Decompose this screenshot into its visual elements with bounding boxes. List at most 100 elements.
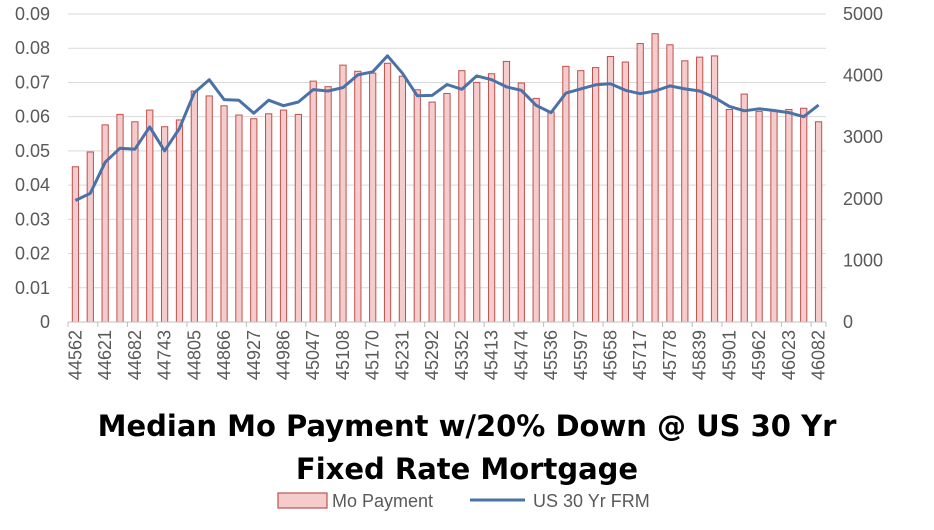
left-tick-label: 0.02 xyxy=(15,244,50,264)
chart-title-line-2: Fixed Rate Mortgage xyxy=(296,452,638,486)
x-tick-label: 45597 xyxy=(571,330,591,380)
legend-label-mo-payment: Mo Payment xyxy=(332,491,433,511)
x-tick-label: 45962 xyxy=(749,330,769,380)
x-tick-label: 44562 xyxy=(65,330,85,380)
legend-swatch-mo-payment xyxy=(277,492,328,509)
x-tick-label: 45717 xyxy=(630,330,650,380)
bar-mo-payment xyxy=(487,73,496,323)
x-tick-label: 45413 xyxy=(482,330,502,380)
bar-mo-payment xyxy=(279,109,288,323)
legend-label-frm: US 30 Yr FRM xyxy=(533,491,650,511)
bar-mo-payment xyxy=(250,118,258,323)
bar-mo-payment xyxy=(800,107,808,323)
left-tick-label: 0 xyxy=(40,312,50,332)
bar-mo-payment xyxy=(681,60,689,323)
x-tick-label: 45839 xyxy=(690,330,710,380)
bar-mo-payment xyxy=(265,113,273,323)
bar-mo-payment xyxy=(443,92,451,323)
left-tick-label: 0.05 xyxy=(15,141,50,161)
bar-mo-payment xyxy=(146,109,154,323)
bar-mo-payment xyxy=(205,95,213,323)
left-tick-label: 0.09 xyxy=(15,4,50,24)
legend: Mo Payment US 30 Yr FRM xyxy=(277,491,650,511)
bar-mo-payment xyxy=(354,70,362,323)
right-tick-label: 3000 xyxy=(843,127,883,147)
x-tick-label: 44927 xyxy=(244,330,264,380)
x-tick-label: 45474 xyxy=(511,330,531,380)
x-tick-label: 44866 xyxy=(214,330,234,380)
chart-title-line-1: Median Mo Payment w/20% Down @ US 30 Yr xyxy=(98,409,837,443)
left-tick-label: 0.07 xyxy=(15,72,50,92)
x-tick-label: 45292 xyxy=(422,330,442,380)
bar-mo-payment xyxy=(175,119,184,323)
left-tick-label: 0.03 xyxy=(15,209,50,229)
left-tick-label: 0.01 xyxy=(15,278,50,298)
x-tick-label: 45108 xyxy=(333,330,353,380)
bar-mo-payment xyxy=(235,114,243,323)
x-tick-label: 45047 xyxy=(303,330,323,380)
x-tick-label: 44621 xyxy=(95,330,115,380)
x-tick-label: 45231 xyxy=(392,330,412,380)
right-tick-label: 4000 xyxy=(843,66,883,86)
bar-mo-payment xyxy=(339,64,347,323)
x-tick-label: 45901 xyxy=(719,330,739,380)
x-tick-label: 44682 xyxy=(125,330,145,380)
bar-mo-payment xyxy=(86,151,94,323)
bar-mo-payment xyxy=(547,111,555,323)
bar-mo-payment xyxy=(428,101,436,323)
x-tick-label: 46082 xyxy=(809,330,829,380)
bar-mo-payment xyxy=(398,75,407,323)
x-tick-label: 45352 xyxy=(452,330,472,380)
line-us-30yr-frm xyxy=(74,54,820,202)
bar-mo-payment xyxy=(517,82,525,323)
bar-mo-payment xyxy=(383,62,392,323)
line-series-frm xyxy=(74,54,820,202)
bar-mo-payment xyxy=(770,109,778,323)
bar-mo-payment xyxy=(577,70,585,323)
bar-mo-payment xyxy=(606,56,615,323)
x-tick-label: 45170 xyxy=(363,330,383,380)
x-tick-label: 44743 xyxy=(155,330,175,380)
left-tick-label: 0.04 xyxy=(15,175,50,195)
left-axis-ticks: 0 0.01 0.02 0.03 0.04 0.05 0.06 0.07 0.08 0.09 xyxy=(15,4,50,332)
bar-mo-payment xyxy=(740,93,748,323)
bar-mo-payment xyxy=(592,67,600,323)
right-tick-label: 2000 xyxy=(843,189,883,209)
bar-mo-payment xyxy=(369,72,377,323)
bar-series-mo-payment xyxy=(71,33,823,323)
bar-mo-payment xyxy=(131,121,139,323)
bar-mo-payment xyxy=(651,33,659,323)
left-tick-label: 0.06 xyxy=(15,107,50,127)
right-tick-label: 1000 xyxy=(843,250,883,270)
bar-mo-payment xyxy=(220,105,228,323)
bar-mo-payment xyxy=(532,97,540,323)
bar-mo-payment xyxy=(636,43,644,323)
x-tick-label: 44986 xyxy=(274,330,294,380)
x-tick-label: 45778 xyxy=(660,330,680,380)
bar-mo-payment xyxy=(562,65,570,323)
x-tick-label: 45536 xyxy=(541,330,561,380)
bar-mo-payment xyxy=(785,108,793,323)
bar-mo-payment xyxy=(696,56,704,323)
bar-mo-payment xyxy=(309,80,317,323)
axes xyxy=(67,321,827,327)
x-tick-label: 44805 xyxy=(184,330,204,380)
bar-mo-payment xyxy=(502,60,511,323)
x-tick-label: 45658 xyxy=(601,330,621,380)
right-tick-label: 0 xyxy=(843,312,853,332)
right-axis-ticks: 0 1000 2000 3000 4000 5000 xyxy=(843,4,883,332)
bar-mo-payment xyxy=(71,166,80,323)
bar-mo-payment xyxy=(458,70,466,323)
bar-mo-payment xyxy=(621,61,629,323)
right-tick-label: 5000 xyxy=(843,4,883,24)
bar-mo-payment xyxy=(160,126,169,323)
bar-mo-payment xyxy=(814,121,823,323)
bar-mo-payment xyxy=(473,81,481,323)
left-tick-label: 0.08 xyxy=(15,38,50,58)
bar-mo-payment xyxy=(324,86,332,323)
x-axis-ticks: 44562 44621 44682 44743 44805 44866 44927 44986… xyxy=(65,330,828,380)
bar-mo-payment xyxy=(725,108,734,323)
bar-mo-payment xyxy=(101,124,109,323)
